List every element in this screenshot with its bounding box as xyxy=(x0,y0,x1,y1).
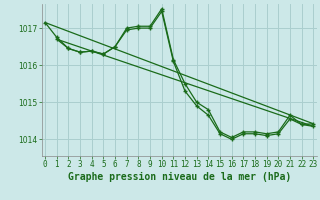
X-axis label: Graphe pression niveau de la mer (hPa): Graphe pression niveau de la mer (hPa) xyxy=(68,172,291,182)
